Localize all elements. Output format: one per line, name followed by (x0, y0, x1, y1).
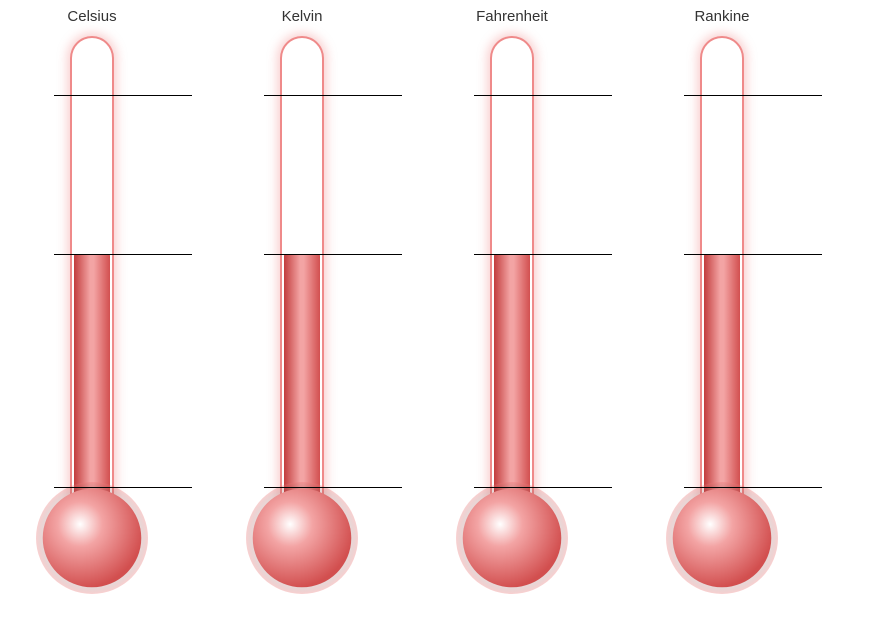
scale-title: Rankine (632, 8, 812, 25)
scale-title: Celsius (2, 8, 182, 25)
mark-line-bottom (684, 487, 822, 488)
mark-line-bottom (54, 487, 192, 488)
mark-line-top (54, 95, 192, 96)
thermometer-tube (70, 36, 114, 526)
thermometer-bulb (456, 482, 568, 594)
mark-line-top (684, 95, 822, 96)
mark-line-top (264, 95, 402, 96)
mark-line-bottom (264, 487, 402, 488)
mark-line-mid (54, 254, 192, 255)
thermometer-tube (700, 36, 744, 526)
thermometer-bulb (246, 482, 358, 594)
thermometer-bulb (36, 482, 148, 594)
mark-line-top (474, 95, 612, 96)
scale-title: Fahrenheit (422, 8, 602, 25)
mark-line-mid (264, 254, 402, 255)
temperature-scales-diagram: Celsius 100 °C 0 °C −273.15 °C Kelvi (0, 0, 895, 630)
mark-line-bottom (474, 487, 612, 488)
mark-line-mid (684, 254, 822, 255)
thermometer-bulb (666, 482, 778, 594)
scale-title: Kelvin (212, 8, 392, 25)
mark-line-mid (474, 254, 612, 255)
thermometer-tube (280, 36, 324, 526)
thermometer-tube (490, 36, 534, 526)
